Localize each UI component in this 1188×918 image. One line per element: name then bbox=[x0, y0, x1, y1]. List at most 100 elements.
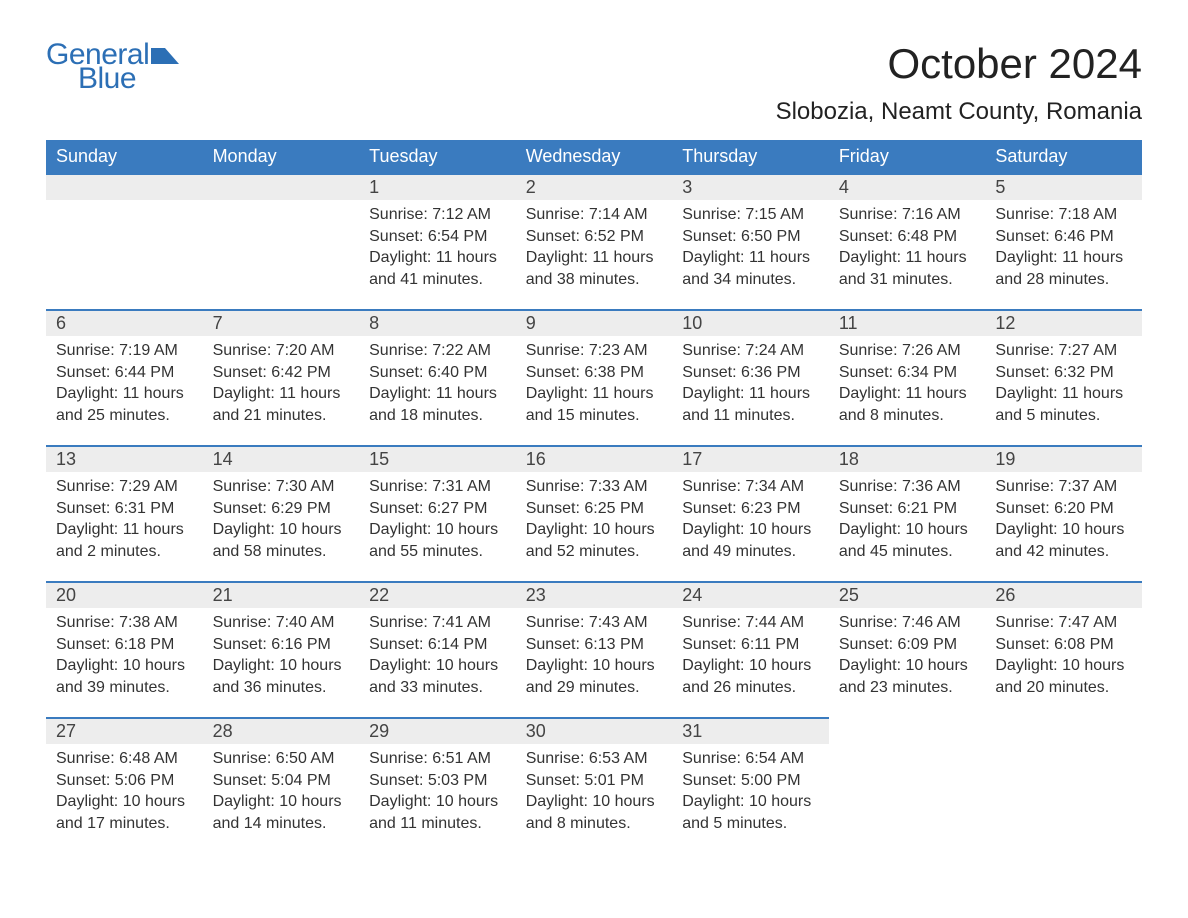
day-content-cell: Sunrise: 7:14 AMSunset: 6:52 PMDaylight:… bbox=[516, 200, 673, 310]
daylight-line: Daylight: 11 hours and 38 minutes. bbox=[526, 247, 663, 290]
sunrise-line: Sunrise: 7:33 AM bbox=[526, 476, 663, 498]
daylight-line: Daylight: 11 hours and 25 minutes. bbox=[56, 383, 193, 426]
sunrise-line: Sunrise: 7:41 AM bbox=[369, 612, 506, 634]
week-content-row: Sunrise: 6:48 AMSunset: 5:06 PMDaylight:… bbox=[46, 744, 1142, 854]
day-content-cell: Sunrise: 7:15 AMSunset: 6:50 PMDaylight:… bbox=[672, 200, 829, 310]
day-content-cell: Sunrise: 7:27 AMSunset: 6:32 PMDaylight:… bbox=[985, 336, 1142, 446]
logo-word2: Blue bbox=[78, 64, 181, 94]
sunset-line: Sunset: 5:00 PM bbox=[682, 770, 819, 792]
sunset-line: Sunset: 6:08 PM bbox=[995, 634, 1132, 656]
day-number-cell: 20 bbox=[46, 582, 203, 608]
sunrise-line: Sunrise: 7:31 AM bbox=[369, 476, 506, 498]
sunset-line: Sunset: 6:40 PM bbox=[369, 362, 506, 384]
header: General Blue October 2024 bbox=[46, 40, 1142, 94]
sunset-line: Sunset: 6:18 PM bbox=[56, 634, 193, 656]
day-content-cell: Sunrise: 7:41 AMSunset: 6:14 PMDaylight:… bbox=[359, 608, 516, 718]
sunset-line: Sunset: 6:23 PM bbox=[682, 498, 819, 520]
sunset-line: Sunset: 6:34 PM bbox=[839, 362, 976, 384]
daylight-line: Daylight: 11 hours and 31 minutes. bbox=[839, 247, 976, 290]
day-content-cell bbox=[829, 744, 986, 854]
day-number-cell bbox=[203, 174, 360, 200]
daylight-line: Daylight: 11 hours and 5 minutes. bbox=[995, 383, 1132, 426]
sunrise-line: Sunrise: 7:44 AM bbox=[682, 612, 819, 634]
sunset-line: Sunset: 6:31 PM bbox=[56, 498, 193, 520]
page-title: October 2024 bbox=[887, 40, 1142, 88]
day-content-cell: Sunrise: 6:48 AMSunset: 5:06 PMDaylight:… bbox=[46, 744, 203, 854]
sunrise-line: Sunrise: 7:43 AM bbox=[526, 612, 663, 634]
day-content-cell: Sunrise: 6:53 AMSunset: 5:01 PMDaylight:… bbox=[516, 744, 673, 854]
sunset-line: Sunset: 5:06 PM bbox=[56, 770, 193, 792]
sunrise-line: Sunrise: 7:12 AM bbox=[369, 204, 506, 226]
daylight-line: Daylight: 11 hours and 11 minutes. bbox=[682, 383, 819, 426]
daylight-line: Daylight: 11 hours and 41 minutes. bbox=[369, 247, 506, 290]
day-number-cell: 7 bbox=[203, 310, 360, 336]
day-number-cell: 14 bbox=[203, 446, 360, 472]
day-number-cell: 8 bbox=[359, 310, 516, 336]
day-content-cell: Sunrise: 7:23 AMSunset: 6:38 PMDaylight:… bbox=[516, 336, 673, 446]
col-monday: Monday bbox=[203, 140, 360, 174]
day-number-cell bbox=[829, 718, 986, 744]
day-content-cell: Sunrise: 7:43 AMSunset: 6:13 PMDaylight:… bbox=[516, 608, 673, 718]
daylight-line: Daylight: 11 hours and 15 minutes. bbox=[526, 383, 663, 426]
sunrise-line: Sunrise: 6:53 AM bbox=[526, 748, 663, 770]
daylight-line: Daylight: 10 hours and 49 minutes. bbox=[682, 519, 819, 562]
day-number-cell: 27 bbox=[46, 718, 203, 744]
daylight-line: Daylight: 10 hours and 29 minutes. bbox=[526, 655, 663, 698]
week-daynum-row: 20212223242526 bbox=[46, 582, 1142, 608]
daylight-line: Daylight: 10 hours and 52 minutes. bbox=[526, 519, 663, 562]
sunset-line: Sunset: 6:50 PM bbox=[682, 226, 819, 248]
day-content-cell: Sunrise: 7:18 AMSunset: 6:46 PMDaylight:… bbox=[985, 200, 1142, 310]
day-content-cell: Sunrise: 7:44 AMSunset: 6:11 PMDaylight:… bbox=[672, 608, 829, 718]
day-number-cell: 5 bbox=[985, 174, 1142, 200]
day-content-cell: Sunrise: 7:19 AMSunset: 6:44 PMDaylight:… bbox=[46, 336, 203, 446]
sunset-line: Sunset: 6:11 PM bbox=[682, 634, 819, 656]
sunset-line: Sunset: 6:27 PM bbox=[369, 498, 506, 520]
week-daynum-row: 2728293031 bbox=[46, 718, 1142, 744]
sunset-line: Sunset: 5:03 PM bbox=[369, 770, 506, 792]
sunset-line: Sunset: 5:04 PM bbox=[213, 770, 350, 792]
daylight-line: Daylight: 11 hours and 18 minutes. bbox=[369, 383, 506, 426]
week-content-row: Sunrise: 7:12 AMSunset: 6:54 PMDaylight:… bbox=[46, 200, 1142, 310]
sunset-line: Sunset: 6:36 PM bbox=[682, 362, 819, 384]
col-friday: Friday bbox=[829, 140, 986, 174]
col-wednesday: Wednesday bbox=[516, 140, 673, 174]
week-content-row: Sunrise: 7:19 AMSunset: 6:44 PMDaylight:… bbox=[46, 336, 1142, 446]
sunset-line: Sunset: 6:54 PM bbox=[369, 226, 506, 248]
day-number-cell bbox=[46, 174, 203, 200]
day-number-cell: 17 bbox=[672, 446, 829, 472]
sunset-line: Sunset: 6:29 PM bbox=[213, 498, 350, 520]
sunset-line: Sunset: 6:48 PM bbox=[839, 226, 976, 248]
day-content-cell: Sunrise: 7:36 AMSunset: 6:21 PMDaylight:… bbox=[829, 472, 986, 582]
day-content-cell: Sunrise: 7:26 AMSunset: 6:34 PMDaylight:… bbox=[829, 336, 986, 446]
day-number-cell: 22 bbox=[359, 582, 516, 608]
day-content-cell: Sunrise: 7:38 AMSunset: 6:18 PMDaylight:… bbox=[46, 608, 203, 718]
calendar-header-row: Sunday Monday Tuesday Wednesday Thursday… bbox=[46, 140, 1142, 174]
col-saturday: Saturday bbox=[985, 140, 1142, 174]
daylight-line: Daylight: 10 hours and 26 minutes. bbox=[682, 655, 819, 698]
sunrise-line: Sunrise: 7:22 AM bbox=[369, 340, 506, 362]
day-number-cell: 11 bbox=[829, 310, 986, 336]
day-number-cell: 6 bbox=[46, 310, 203, 336]
daylight-line: Daylight: 10 hours and 45 minutes. bbox=[839, 519, 976, 562]
daylight-line: Daylight: 10 hours and 58 minutes. bbox=[213, 519, 350, 562]
sunset-line: Sunset: 5:01 PM bbox=[526, 770, 663, 792]
daylight-line: Daylight: 10 hours and 39 minutes. bbox=[56, 655, 193, 698]
sunrise-line: Sunrise: 7:23 AM bbox=[526, 340, 663, 362]
day-number-cell: 15 bbox=[359, 446, 516, 472]
logo: General Blue bbox=[46, 40, 181, 94]
sunrise-line: Sunrise: 7:37 AM bbox=[995, 476, 1132, 498]
sunset-line: Sunset: 6:20 PM bbox=[995, 498, 1132, 520]
sunrise-line: Sunrise: 7:47 AM bbox=[995, 612, 1132, 634]
daylight-line: Daylight: 10 hours and 55 minutes. bbox=[369, 519, 506, 562]
day-number-cell: 21 bbox=[203, 582, 360, 608]
sunrise-line: Sunrise: 6:51 AM bbox=[369, 748, 506, 770]
daylight-line: Daylight: 10 hours and 8 minutes. bbox=[526, 791, 663, 834]
sunrise-line: Sunrise: 7:34 AM bbox=[682, 476, 819, 498]
day-number-cell: 30 bbox=[516, 718, 673, 744]
sunrise-line: Sunrise: 6:54 AM bbox=[682, 748, 819, 770]
day-content-cell: Sunrise: 7:24 AMSunset: 6:36 PMDaylight:… bbox=[672, 336, 829, 446]
sunset-line: Sunset: 6:46 PM bbox=[995, 226, 1132, 248]
day-number-cell: 4 bbox=[829, 174, 986, 200]
daylight-line: Daylight: 11 hours and 2 minutes. bbox=[56, 519, 193, 562]
day-content-cell: Sunrise: 7:46 AMSunset: 6:09 PMDaylight:… bbox=[829, 608, 986, 718]
